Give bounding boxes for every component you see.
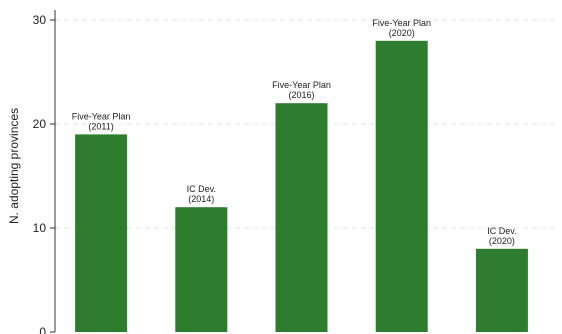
- gridlines: [55, 19, 556, 229]
- y-axis-title: N. adopting provinces: [7, 108, 21, 224]
- y-tick-label: 20: [33, 117, 47, 131]
- bars: [75, 40, 528, 333]
- bar-label-line1: Five-Year Plan: [272, 80, 331, 90]
- bar: [175, 207, 228, 332]
- bar: [275, 103, 328, 332]
- bar-label-line2: (2011): [88, 121, 113, 131]
- y-axis: 0 10 20 30: [33, 10, 56, 334]
- y-tick-label: 0: [39, 325, 46, 334]
- y-tick-label: 10: [33, 221, 47, 235]
- bar-label-line1: Five-Year Plan: [372, 18, 431, 28]
- bar: [475, 248, 528, 332]
- bar-label-line2: (2020): [489, 236, 515, 246]
- bar: [375, 40, 428, 333]
- bar-label-line1: IC Dev.: [187, 184, 216, 194]
- bar-label-line1: IC Dev.: [487, 226, 516, 236]
- bar-label-line1: Five-Year Plan: [72, 111, 131, 121]
- bar-labels: Five-Year Plan(2011)IC Dev.(2014)Five-Ye…: [72, 18, 517, 246]
- y-tick-label: 30: [33, 13, 47, 27]
- bar-label-line2: (2014): [188, 194, 214, 204]
- bar: [75, 134, 128, 332]
- bar-label-line2: (2016): [288, 90, 314, 100]
- bar-label-line2: (2020): [389, 28, 415, 38]
